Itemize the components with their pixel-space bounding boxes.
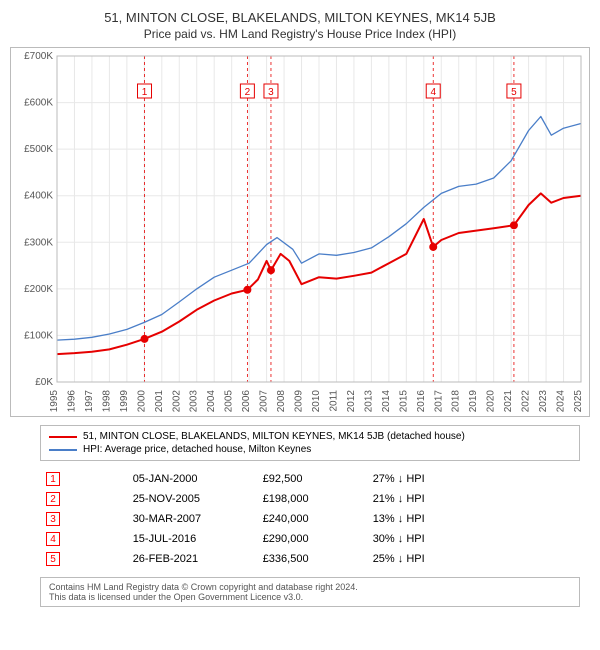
sale-delta: 25% ↓ HPI: [367, 549, 580, 569]
svg-text:2: 2: [245, 87, 251, 98]
sale-date: 26-FEB-2021: [127, 549, 257, 569]
svg-text:2005: 2005: [224, 390, 235, 413]
svg-text:2014: 2014: [381, 390, 392, 413]
sale-date: 15-JUL-2016: [127, 529, 257, 549]
svg-text:2011: 2011: [328, 390, 339, 412]
svg-text:2023: 2023: [538, 390, 549, 413]
svg-text:3: 3: [268, 87, 274, 98]
legend-swatch: [49, 449, 77, 451]
sale-price: £92,500: [257, 469, 367, 489]
svg-text:5: 5: [511, 87, 517, 98]
sale-number-box: 5: [46, 552, 60, 566]
attribution-footer: Contains HM Land Registry data © Crown c…: [40, 577, 580, 607]
chart-title: 51, MINTON CLOSE, BLAKELANDS, MILTON KEY…: [10, 10, 590, 25]
svg-text:2024: 2024: [556, 390, 567, 413]
sale-number-box: 1: [46, 472, 60, 486]
sale-price: £290,000: [257, 529, 367, 549]
svg-text:2012: 2012: [346, 390, 357, 413]
svg-text:2015: 2015: [398, 390, 409, 413]
table-row: 2 25-NOV-2005£198,00021% ↓ HPI: [40, 489, 580, 509]
svg-text:2006: 2006: [241, 390, 252, 413]
legend-row: 51, MINTON CLOSE, BLAKELANDS, MILTON KEY…: [49, 430, 571, 443]
table-row: 1 05-JAN-2000£92,50027% ↓ HPI: [40, 469, 580, 489]
svg-text:2013: 2013: [363, 390, 374, 413]
svg-text:1995: 1995: [49, 390, 60, 413]
svg-text:£100K: £100K: [24, 330, 53, 341]
svg-text:2018: 2018: [451, 390, 462, 413]
svg-text:£0K: £0K: [35, 377, 53, 388]
svg-text:2025: 2025: [573, 390, 584, 413]
sale-number-box: 3: [46, 512, 60, 526]
sale-date: 30-MAR-2007: [127, 509, 257, 529]
svg-text:2020: 2020: [486, 390, 497, 413]
svg-text:1999: 1999: [119, 390, 130, 413]
footer-line: Contains HM Land Registry data © Crown c…: [49, 582, 571, 592]
svg-text:2019: 2019: [468, 390, 479, 413]
svg-text:1996: 1996: [66, 390, 77, 413]
svg-text:£700K: £700K: [24, 51, 53, 62]
sale-number-box: 2: [46, 492, 60, 506]
svg-text:2022: 2022: [521, 390, 532, 413]
svg-text:1997: 1997: [84, 390, 95, 413]
sale-date: 25-NOV-2005: [127, 489, 257, 509]
table-row: 4 15-JUL-2016£290,00030% ↓ HPI: [40, 529, 580, 549]
svg-text:1998: 1998: [101, 390, 112, 413]
chart-legend: 51, MINTON CLOSE, BLAKELANDS, MILTON KEY…: [40, 425, 580, 461]
sales-table: 1 05-JAN-2000£92,50027% ↓ HPI 2 25-NOV-2005…: [40, 469, 580, 569]
table-row: 3 30-MAR-2007£240,00013% ↓ HPI: [40, 509, 580, 529]
sale-price: £336,500: [257, 549, 367, 569]
svg-text:2010: 2010: [311, 390, 322, 413]
sale-price: £240,000: [257, 509, 367, 529]
svg-text:2002: 2002: [171, 390, 182, 413]
sale-delta: 27% ↓ HPI: [367, 469, 580, 489]
legend-label: HPI: Average price, detached house, Milt…: [83, 444, 311, 455]
price-chart: £0K £100K £200K £300K £400K £500K £600K £700K 19…: [10, 47, 590, 417]
svg-text:2009: 2009: [294, 390, 305, 413]
sale-price: £198,000: [257, 489, 367, 509]
svg-text:£300K: £300K: [24, 237, 53, 248]
table-row: 5 26-FEB-2021£336,50025% ↓ HPI: [40, 549, 580, 569]
chart-subtitle: Price paid vs. HM Land Registry's House …: [10, 27, 590, 41]
svg-text:£600K: £600K: [24, 98, 53, 109]
svg-text:2004: 2004: [206, 390, 217, 413]
svg-text:£200K: £200K: [24, 284, 53, 295]
svg-text:2000: 2000: [136, 390, 147, 413]
legend-swatch: [49, 436, 77, 438]
legend-label: 51, MINTON CLOSE, BLAKELANDS, MILTON KEY…: [83, 431, 465, 442]
svg-text:2003: 2003: [189, 390, 200, 413]
footer-line: This data is licensed under the Open Gov…: [49, 592, 571, 602]
svg-text:2017: 2017: [433, 390, 444, 413]
sale-date: 05-JAN-2000: [127, 469, 257, 489]
svg-text:2008: 2008: [276, 390, 287, 413]
svg-text:£400K: £400K: [24, 191, 53, 202]
svg-text:2021: 2021: [503, 390, 514, 413]
sale-delta: 21% ↓ HPI: [367, 489, 580, 509]
svg-text:1: 1: [142, 87, 148, 98]
svg-text:4: 4: [430, 87, 436, 98]
legend-row: HPI: Average price, detached house, Milt…: [49, 443, 571, 456]
svg-text:2001: 2001: [154, 390, 165, 413]
sale-number-box: 4: [46, 532, 60, 546]
sale-delta: 30% ↓ HPI: [367, 529, 580, 549]
svg-text:2007: 2007: [259, 390, 270, 413]
svg-text:£500K: £500K: [24, 144, 53, 155]
sale-delta: 13% ↓ HPI: [367, 509, 580, 529]
svg-text:2016: 2016: [416, 390, 427, 413]
chart-title-block: 51, MINTON CLOSE, BLAKELANDS, MILTON KEY…: [10, 10, 590, 41]
